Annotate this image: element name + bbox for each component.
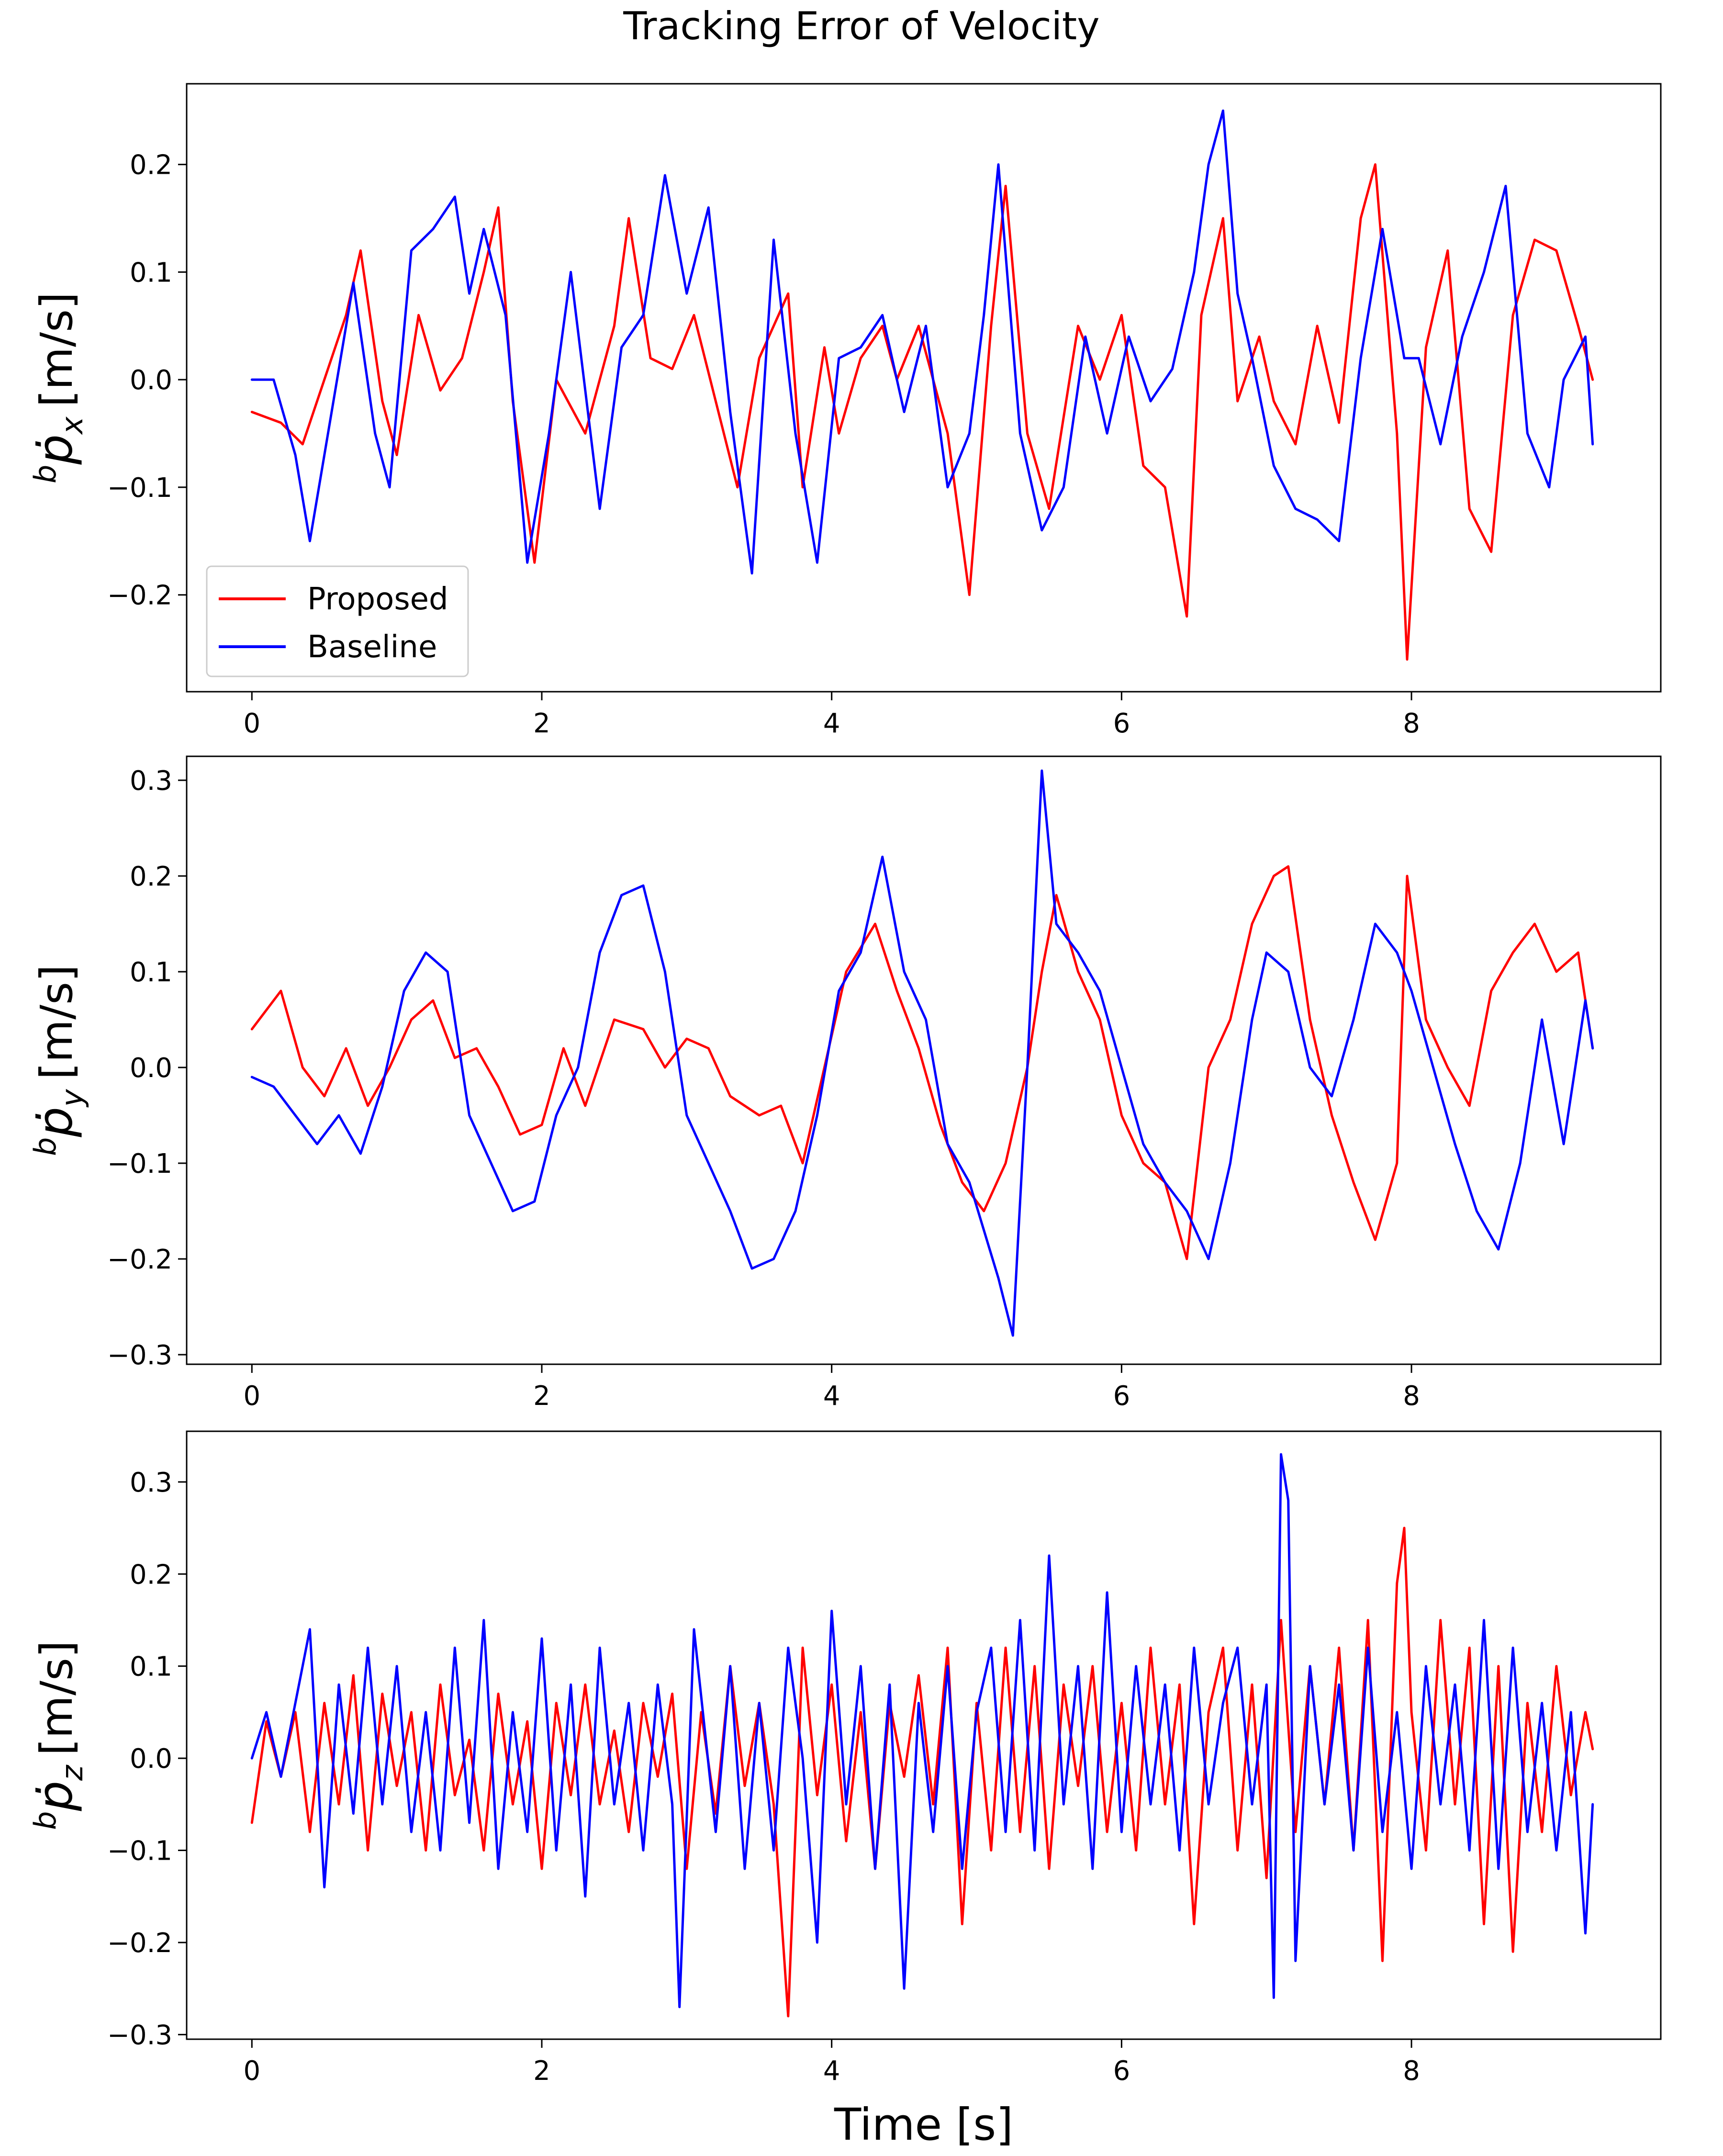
y-label-unit: [m/s] bbox=[31, 1640, 82, 1755]
legend-label-baseline: Baseline bbox=[307, 629, 437, 665]
y-tick-label: 0.1 bbox=[130, 257, 172, 288]
x-tick-label: 4 bbox=[823, 708, 840, 739]
y-tick-label: 0.1 bbox=[130, 1651, 172, 1683]
figure-title: Tracking Error of Velocity bbox=[623, 4, 1099, 48]
legend-box bbox=[206, 565, 469, 677]
y-tick-label: −0.3 bbox=[107, 1340, 172, 1371]
x-tick-label: 6 bbox=[1113, 708, 1130, 739]
x-tick-label: 4 bbox=[823, 2055, 840, 2087]
y-label-symbol: ṗ bbox=[27, 434, 83, 465]
x-tick-label: 2 bbox=[533, 1381, 550, 1412]
legend-label-proposed: Proposed bbox=[307, 582, 448, 617]
y-label-subscript: x bbox=[55, 416, 90, 435]
panels: 0 2 4 6 8−0.2−0.10.00.10.2bṗx[m/s]ProposedBa… bbox=[27, 83, 1662, 2150]
y-label-subscript: z bbox=[55, 1764, 90, 1781]
y-tick-label: −0.1 bbox=[107, 1148, 172, 1179]
y-tick-label: −0.2 bbox=[107, 1244, 172, 1275]
series-line-proposed bbox=[250, 1527, 1594, 2018]
y-tick-label: 0.2 bbox=[130, 861, 172, 892]
x-tick-label: 2 bbox=[533, 2055, 550, 2087]
y-tick-label: 0.1 bbox=[130, 957, 172, 988]
y-tick-label: 0.3 bbox=[130, 1467, 172, 1498]
x-tick-label: 8 bbox=[1403, 708, 1420, 739]
series-line-baseline bbox=[250, 769, 1594, 1337]
y-tick-label: 0.2 bbox=[130, 1559, 172, 1590]
x-tick-label: 6 bbox=[1113, 2055, 1130, 2087]
x-tick-label: 0 bbox=[243, 1381, 260, 1412]
y-tick-label: 0.0 bbox=[130, 1743, 172, 1774]
series-group bbox=[250, 769, 1594, 1337]
series-line-baseline bbox=[250, 109, 1594, 575]
series-group bbox=[250, 109, 1594, 661]
axes-frame bbox=[186, 83, 1662, 693]
y-label-prefix: b bbox=[28, 1811, 63, 1830]
y-axis-label: bṗy [m/s] bbox=[27, 965, 90, 1156]
y-tick-label: −0.1 bbox=[107, 1836, 172, 1867]
x-tick-label: 8 bbox=[1403, 1381, 1420, 1412]
x-tick-label: 0 bbox=[243, 708, 260, 739]
y-label-subscript: y bbox=[55, 1089, 90, 1108]
x-tick-label: 4 bbox=[823, 1381, 840, 1412]
legend: Proposed Baseline bbox=[206, 565, 469, 677]
y-tick-label: −0.2 bbox=[107, 1928, 172, 1959]
panel-1: 0 2 4 6 8 −0.2 −0.1 0.0 0.1 0.2 bṗx [m/s] Proposed Ba… bbox=[27, 83, 1662, 739]
y-axis-label: bṗx [m/s] bbox=[27, 292, 90, 483]
x-tick-label: 8 bbox=[1403, 2055, 1420, 2087]
y-tick-label: −0.3 bbox=[107, 2020, 172, 2051]
y-label-unit: [m/s] bbox=[31, 292, 82, 407]
y-label-symbol: ṗ bbox=[27, 1781, 83, 1811]
axes-frame bbox=[186, 1430, 1662, 2040]
y-label-prefix: b bbox=[28, 465, 63, 483]
y-label-prefix: b bbox=[28, 1137, 63, 1156]
series-line-baseline bbox=[250, 1453, 1594, 2009]
x-tick-label: 2 bbox=[533, 708, 550, 739]
axes-frame bbox=[186, 755, 1662, 1365]
panel-2: 0 2 4 6 8 −0.3 −0.2 −0.1 0.0 0.1 0.2 0.3 bṗy [m/s] bbox=[27, 755, 1662, 1412]
y-label-unit: [m/s] bbox=[31, 965, 82, 1079]
y-axis-label: bṗz [m/s] bbox=[27, 1640, 90, 1830]
x-tick-label: 6 bbox=[1113, 1381, 1130, 1412]
y-tick-label: 0.2 bbox=[130, 150, 172, 181]
y-tick-label: −0.2 bbox=[107, 580, 172, 611]
series-group bbox=[250, 1453, 1594, 2018]
y-tick-label: 0.3 bbox=[130, 765, 172, 797]
y-label-symbol: ṗ bbox=[27, 1107, 83, 1137]
x-tick-label: 0 bbox=[243, 2055, 260, 2087]
y-tick-label: 0.0 bbox=[130, 365, 172, 396]
series-line-proposed bbox=[250, 865, 1594, 1260]
x-axis-label: Time [s] bbox=[834, 2099, 1013, 2150]
y-tick-label: −0.1 bbox=[107, 472, 172, 504]
y-tick-label: 0.0 bbox=[130, 1053, 172, 1084]
panel-3: 0 2 4 6 8 −0.3 −0.2 −0.1 0.0 0.1 0.2 0.3 bṗz [m/s] Tim… bbox=[27, 1430, 1662, 2150]
